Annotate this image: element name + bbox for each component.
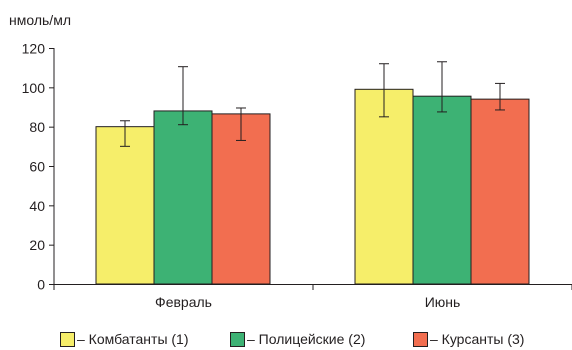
error-bar (120, 120, 130, 147)
y-tick-label: 20 (29, 237, 45, 253)
y-axis-unit-label: нмоль/мл (9, 12, 71, 28)
error-bar (495, 82, 505, 111)
y-tick-label: 60 (29, 159, 45, 175)
error-bar (236, 107, 246, 141)
error-bar (437, 61, 447, 113)
legend-swatch-1 (60, 332, 75, 347)
bar-3-2 (470, 98, 530, 285)
error-bar (178, 66, 188, 126)
legend-swatch-2 (230, 332, 245, 347)
x-axis: Февраль Июнь (49, 284, 572, 310)
bar-2-1 (153, 110, 213, 285)
legend-label-1: – Комбатанты (1) (77, 331, 189, 347)
y-tick-label: 0 (37, 277, 45, 293)
error-bar (379, 63, 389, 118)
y-tick-label: 120 (22, 41, 46, 57)
bar-2-2 (412, 95, 472, 285)
y-tick-label: 100 (22, 80, 46, 96)
y-axis: 0 20 40 60 80 100 120 (22, 41, 55, 293)
legend-label-2: – Полицейские (2) (247, 331, 365, 347)
bar-1-2 (354, 88, 414, 285)
y-tick-label: 80 (29, 119, 45, 135)
x-category-label: Февраль (155, 294, 212, 310)
legend-swatch-3 (413, 332, 428, 347)
legend-label-3: – Курсанты (3) (430, 331, 524, 347)
plot-area (95, 61, 530, 285)
y-tick-label: 40 (29, 198, 45, 214)
bar-3-1 (211, 113, 271, 285)
bar-1-1 (95, 126, 155, 285)
legend: – Комбатанты (1) – Полицейские (2) – Курса… (60, 331, 524, 347)
x-category-label: Июнь (425, 294, 461, 310)
